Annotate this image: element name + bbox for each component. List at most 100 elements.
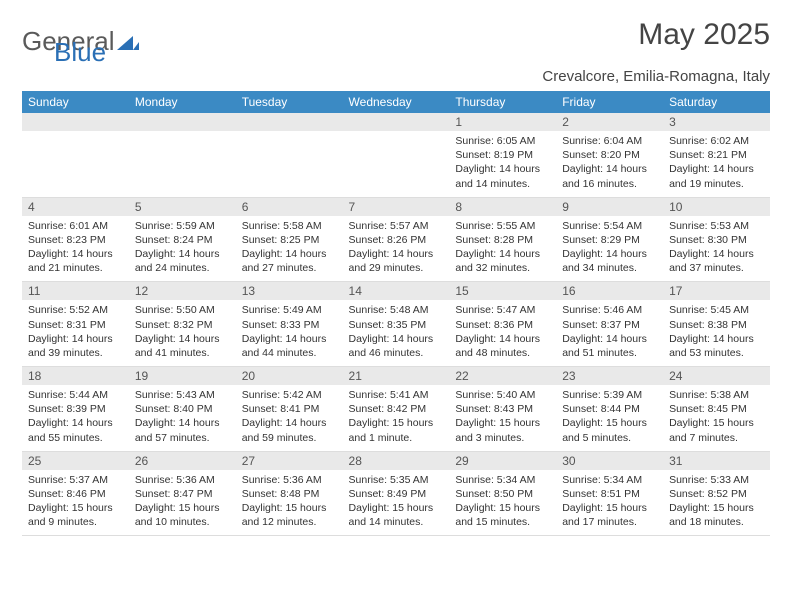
day-body: Sunrise: 5:58 AMSunset: 8:25 PMDaylight:… bbox=[236, 216, 343, 282]
sunset-text: Sunset: 8:52 PM bbox=[669, 487, 764, 501]
day-number: 6 bbox=[236, 198, 343, 216]
day-cell: 17Sunrise: 5:45 AMSunset: 8:38 PMDayligh… bbox=[663, 282, 770, 367]
day-body: Sunrise: 5:44 AMSunset: 8:39 PMDaylight:… bbox=[22, 385, 129, 451]
sunset-text: Sunset: 8:39 PM bbox=[28, 402, 123, 416]
day-number: 11 bbox=[22, 282, 129, 300]
day-cell: 14Sunrise: 5:48 AMSunset: 8:35 PMDayligh… bbox=[343, 282, 450, 367]
daylight-text: Daylight: 15 hours and 12 minutes. bbox=[242, 501, 337, 529]
day-number: 1 bbox=[449, 113, 556, 131]
daylight-text: Daylight: 14 hours and 55 minutes. bbox=[28, 416, 123, 444]
sunset-text: Sunset: 8:37 PM bbox=[562, 318, 657, 332]
day-header-tuesday: Tuesday bbox=[236, 91, 343, 113]
day-cell bbox=[129, 113, 236, 197]
sunrise-text: Sunrise: 5:52 AM bbox=[28, 303, 123, 317]
day-body: Sunrise: 6:04 AMSunset: 8:20 PMDaylight:… bbox=[556, 131, 663, 197]
sunset-text: Sunset: 8:32 PM bbox=[135, 318, 230, 332]
daylight-text: Daylight: 15 hours and 15 minutes. bbox=[455, 501, 550, 529]
day-cell: 21Sunrise: 5:41 AMSunset: 8:42 PMDayligh… bbox=[343, 367, 450, 452]
sunset-text: Sunset: 8:40 PM bbox=[135, 402, 230, 416]
day-number: 8 bbox=[449, 198, 556, 216]
sunrise-text: Sunrise: 5:41 AM bbox=[349, 388, 444, 402]
sunrise-text: Sunrise: 5:44 AM bbox=[28, 388, 123, 402]
sunset-text: Sunset: 8:45 PM bbox=[669, 402, 764, 416]
day-number: 9 bbox=[556, 198, 663, 216]
day-number: 4 bbox=[22, 198, 129, 216]
day-cell: 1Sunrise: 6:05 AMSunset: 8:19 PMDaylight… bbox=[449, 113, 556, 197]
title-block: May 2025 bbox=[638, 18, 770, 52]
day-body: Sunrise: 5:57 AMSunset: 8:26 PMDaylight:… bbox=[343, 216, 450, 282]
daylight-text: Daylight: 15 hours and 17 minutes. bbox=[562, 501, 657, 529]
daylight-text: Daylight: 14 hours and 21 minutes. bbox=[28, 247, 123, 275]
daylight-text: Daylight: 14 hours and 24 minutes. bbox=[135, 247, 230, 275]
day-header-row: SundayMondayTuesdayWednesdayThursdayFrid… bbox=[22, 91, 770, 113]
day-number: 24 bbox=[663, 367, 770, 385]
day-cell: 13Sunrise: 5:49 AMSunset: 8:33 PMDayligh… bbox=[236, 282, 343, 367]
day-body: Sunrise: 5:46 AMSunset: 8:37 PMDaylight:… bbox=[556, 300, 663, 366]
day-body: Sunrise: 5:59 AMSunset: 8:24 PMDaylight:… bbox=[129, 216, 236, 282]
week-row: 11Sunrise: 5:52 AMSunset: 8:31 PMDayligh… bbox=[22, 282, 770, 367]
day-body: Sunrise: 5:52 AMSunset: 8:31 PMDaylight:… bbox=[22, 300, 129, 366]
daylight-text: Daylight: 14 hours and 59 minutes. bbox=[242, 416, 337, 444]
sunrise-text: Sunrise: 5:34 AM bbox=[562, 473, 657, 487]
day-body bbox=[236, 131, 343, 189]
sunset-text: Sunset: 8:21 PM bbox=[669, 148, 764, 162]
sunrise-text: Sunrise: 5:58 AM bbox=[242, 219, 337, 233]
sunrise-text: Sunrise: 6:01 AM bbox=[28, 219, 123, 233]
day-number: 22 bbox=[449, 367, 556, 385]
sunrise-text: Sunrise: 5:33 AM bbox=[669, 473, 764, 487]
day-body bbox=[129, 131, 236, 189]
day-cell: 15Sunrise: 5:47 AMSunset: 8:36 PMDayligh… bbox=[449, 282, 556, 367]
daylight-text: Daylight: 14 hours and 57 minutes. bbox=[135, 416, 230, 444]
day-number: 12 bbox=[129, 282, 236, 300]
day-cell: 2Sunrise: 6:04 AMSunset: 8:20 PMDaylight… bbox=[556, 113, 663, 197]
day-number: 19 bbox=[129, 367, 236, 385]
day-body: Sunrise: 5:42 AMSunset: 8:41 PMDaylight:… bbox=[236, 385, 343, 451]
day-cell bbox=[236, 113, 343, 197]
day-number: 20 bbox=[236, 367, 343, 385]
daylight-text: Daylight: 14 hours and 27 minutes. bbox=[242, 247, 337, 275]
day-body: Sunrise: 5:43 AMSunset: 8:40 PMDaylight:… bbox=[129, 385, 236, 451]
day-body: Sunrise: 6:01 AMSunset: 8:23 PMDaylight:… bbox=[22, 216, 129, 282]
sunrise-text: Sunrise: 5:49 AM bbox=[242, 303, 337, 317]
day-body: Sunrise: 5:39 AMSunset: 8:44 PMDaylight:… bbox=[556, 385, 663, 451]
sunset-text: Sunset: 8:28 PM bbox=[455, 233, 550, 247]
day-cell: 19Sunrise: 5:43 AMSunset: 8:40 PMDayligh… bbox=[129, 367, 236, 452]
day-number: 15 bbox=[449, 282, 556, 300]
logo-triangle-icon bbox=[117, 26, 139, 57]
sunrise-text: Sunrise: 5:38 AM bbox=[669, 388, 764, 402]
daylight-text: Daylight: 14 hours and 39 minutes. bbox=[28, 332, 123, 360]
sunset-text: Sunset: 8:43 PM bbox=[455, 402, 550, 416]
sunset-text: Sunset: 8:49 PM bbox=[349, 487, 444, 501]
day-number: 25 bbox=[22, 452, 129, 470]
sunset-text: Sunset: 8:20 PM bbox=[562, 148, 657, 162]
day-cell: 20Sunrise: 5:42 AMSunset: 8:41 PMDayligh… bbox=[236, 367, 343, 452]
daylight-text: Daylight: 14 hours and 37 minutes. bbox=[669, 247, 764, 275]
day-number: 26 bbox=[129, 452, 236, 470]
sunset-text: Sunset: 8:19 PM bbox=[455, 148, 550, 162]
sunset-text: Sunset: 8:41 PM bbox=[242, 402, 337, 416]
daylight-text: Daylight: 14 hours and 34 minutes. bbox=[562, 247, 657, 275]
sunrise-text: Sunrise: 5:43 AM bbox=[135, 388, 230, 402]
day-header-monday: Monday bbox=[129, 91, 236, 113]
day-number bbox=[236, 113, 343, 131]
day-body: Sunrise: 5:36 AMSunset: 8:47 PMDaylight:… bbox=[129, 470, 236, 536]
daylight-text: Daylight: 14 hours and 41 minutes. bbox=[135, 332, 230, 360]
day-cell: 16Sunrise: 5:46 AMSunset: 8:37 PMDayligh… bbox=[556, 282, 663, 367]
day-body: Sunrise: 5:37 AMSunset: 8:46 PMDaylight:… bbox=[22, 470, 129, 536]
day-number: 2 bbox=[556, 113, 663, 131]
day-header-sunday: Sunday bbox=[22, 91, 129, 113]
sunset-text: Sunset: 8:23 PM bbox=[28, 233, 123, 247]
day-number: 23 bbox=[556, 367, 663, 385]
sunset-text: Sunset: 8:38 PM bbox=[669, 318, 764, 332]
day-number: 21 bbox=[343, 367, 450, 385]
day-number: 31 bbox=[663, 452, 770, 470]
daylight-text: Daylight: 15 hours and 5 minutes. bbox=[562, 416, 657, 444]
week-row: 1Sunrise: 6:05 AMSunset: 8:19 PMDaylight… bbox=[22, 113, 770, 197]
logo-word2: Blue bbox=[54, 37, 106, 68]
day-body: Sunrise: 5:33 AMSunset: 8:52 PMDaylight:… bbox=[663, 470, 770, 536]
day-cell: 22Sunrise: 5:40 AMSunset: 8:43 PMDayligh… bbox=[449, 367, 556, 452]
daylight-text: Daylight: 14 hours and 51 minutes. bbox=[562, 332, 657, 360]
day-cell: 28Sunrise: 5:35 AMSunset: 8:49 PMDayligh… bbox=[343, 451, 450, 536]
location-line: Crevalcore, Emilia-Romagna, Italy bbox=[22, 68, 770, 85]
sunset-text: Sunset: 8:24 PM bbox=[135, 233, 230, 247]
